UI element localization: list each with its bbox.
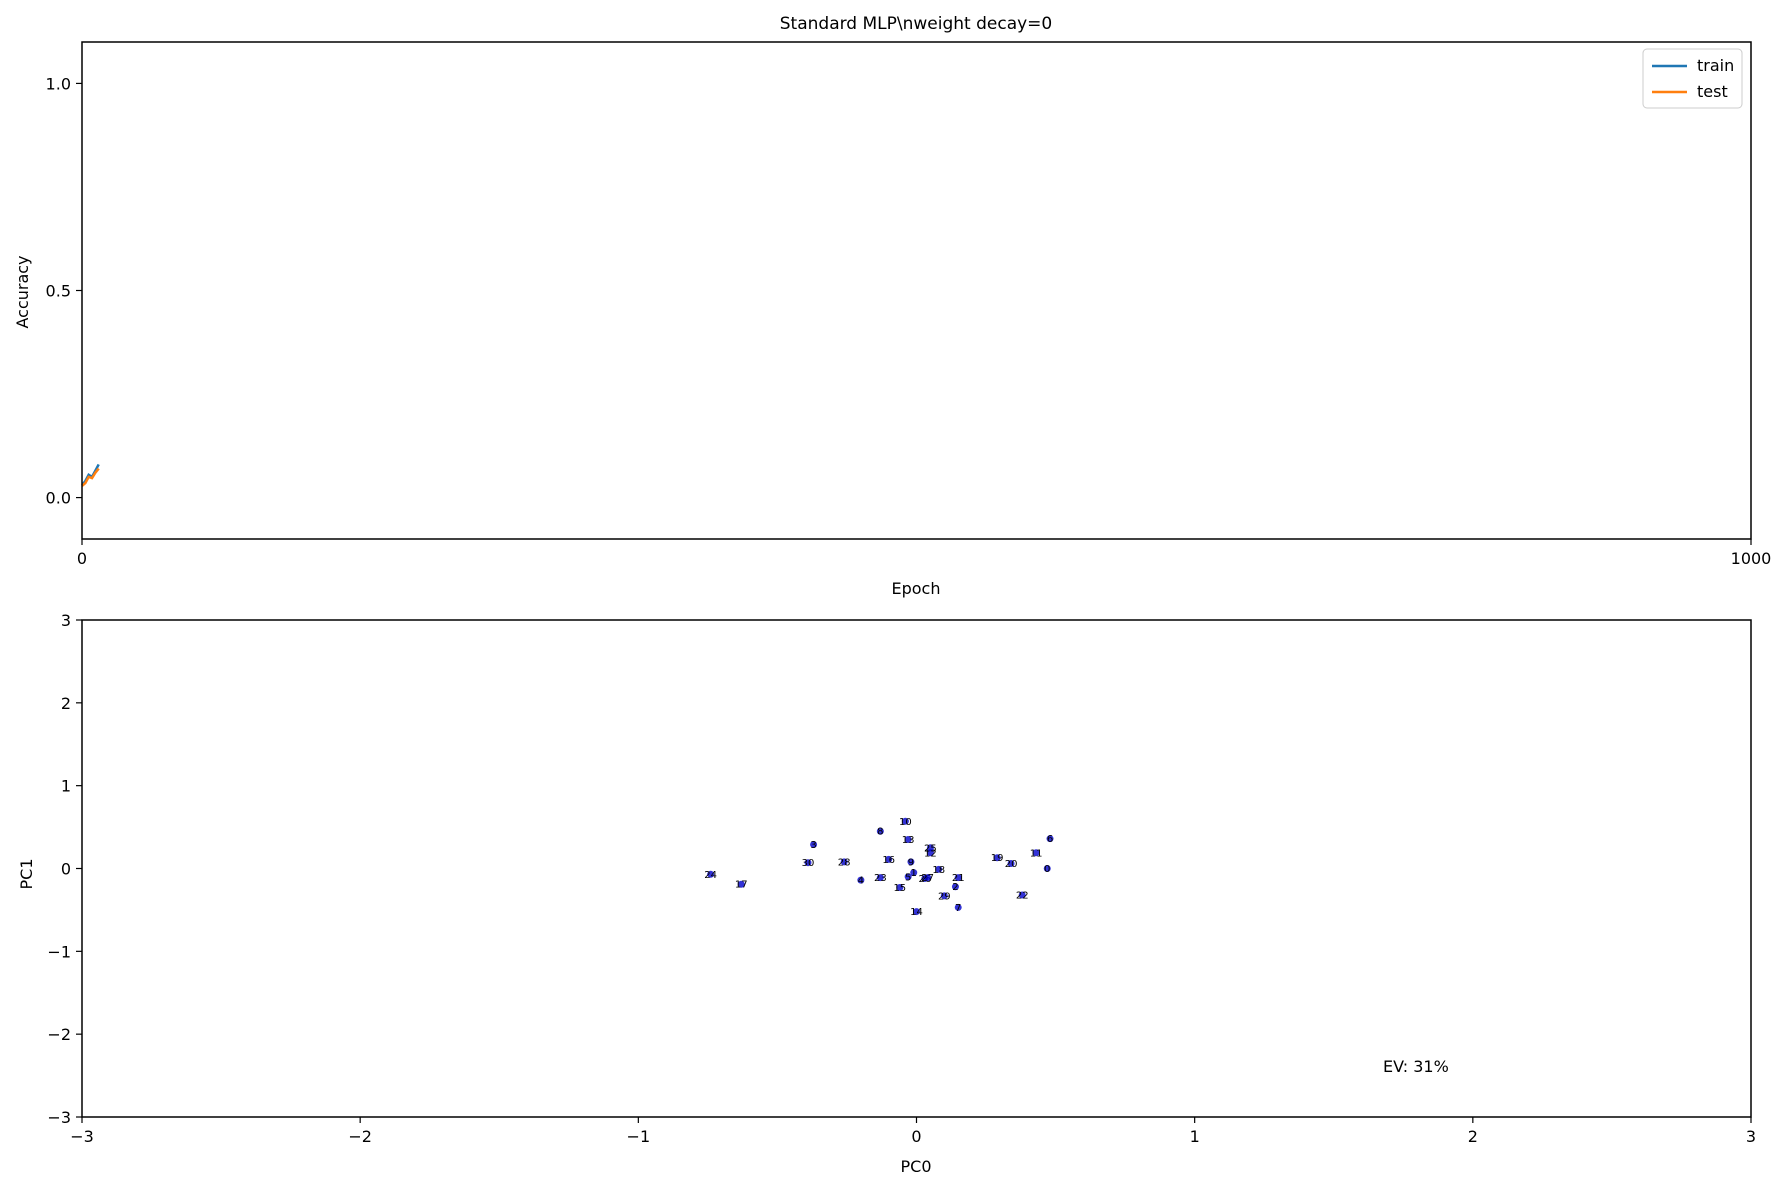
pca-point-label: 6 (1047, 834, 1053, 845)
pca-point-label: 7 (955, 903, 961, 914)
pca-point-9 (907, 858, 915, 866)
pca-point-10 (901, 817, 909, 825)
pca-point-label: 14 (910, 907, 923, 918)
y-tick-label: 3 (61, 611, 71, 630)
pca-point-label: 13 (902, 835, 915, 846)
pca-point-label: 19 (991, 853, 1004, 864)
pca-point-label: 23 (874, 873, 887, 884)
pca-point-27 (924, 874, 932, 882)
pca-point-label: 20 (1005, 859, 1018, 870)
pca-point-24 (707, 870, 715, 878)
explained-variance-annotation: EV: 31% (1383, 1057, 1449, 1076)
series-line-test (81, 467, 100, 487)
pca-point-2 (951, 883, 959, 891)
pca-point-30 (804, 859, 812, 867)
pca-point-label: 0 (1044, 864, 1050, 875)
x-tick-label: 0 (911, 1127, 921, 1146)
pca-point-label: 17 (735, 880, 748, 891)
x-tick-label: 2 (1468, 1127, 1478, 1146)
pca-point-label: 21 (952, 873, 965, 884)
pca-point-label: 3 (810, 840, 816, 851)
pca-point-12 (926, 849, 934, 857)
x-tick-label: 0 (77, 549, 87, 568)
y-tick-label: 0.0 (46, 489, 71, 508)
pca-point-7 (954, 903, 962, 911)
pca-point-label: 11 (1030, 848, 1043, 859)
x-tick-label: 1000 (1731, 549, 1772, 568)
x-tick-label: 3 (1746, 1127, 1756, 1146)
x-tick-label: −3 (70, 1127, 94, 1146)
pca-point-23 (876, 874, 884, 882)
accuracy-chart: Standard MLP\nweight decay=0 0 1000 0.00.… (13, 14, 1771, 598)
pca-point-label: 10 (899, 817, 912, 828)
pc1-axis-label: PC1 (17, 859, 36, 890)
pca-point-28 (840, 858, 848, 866)
accuracy-axis-ticks: 0.0 0.5 1.0 (46, 74, 82, 508)
pca-point-8 (876, 827, 884, 835)
accuracy-series-layer (81, 463, 100, 487)
pca-point-0 (1043, 865, 1051, 872)
legend-train-label: train (1697, 56, 1734, 75)
pca-point-4 (857, 876, 865, 884)
y-tick-label: −2 (47, 1025, 71, 1044)
legend: train test (1642, 48, 1743, 109)
pca-point-label: 8 (877, 827, 883, 838)
accuracy-plot-frame (81, 41, 1752, 540)
pca-point-13 (904, 836, 912, 844)
pca-point-label: 15 (893, 883, 906, 894)
y-tick-label: 2 (61, 694, 71, 713)
pca-point-15 (896, 884, 904, 892)
pca-point-label: 24 (704, 870, 717, 881)
epoch-axis-label: Epoch (892, 579, 941, 598)
y-tick-label: 0 (61, 860, 71, 879)
pca-point-label: 4 (858, 876, 864, 887)
y-tick-label: 1 (61, 777, 71, 796)
pca-point-16 (885, 855, 893, 863)
pca-point-label: 2 (952, 882, 958, 893)
pc1-axis-ticks: −3 −2 −1 0 1 2 3 (47, 611, 82, 1127)
accuracy-axis-label: Accuracy (13, 255, 32, 328)
pca-point-14 (913, 908, 920, 916)
pca-point-label: 16 (882, 855, 895, 866)
pca-point-11 (1032, 849, 1040, 857)
pca-point-20 (1007, 860, 1015, 868)
x-tick-label: 1 (1190, 1127, 1200, 1146)
pca-point-label: 22 (1016, 891, 1029, 902)
pca-point-22 (1018, 891, 1026, 899)
pca-point-19 (993, 854, 1001, 862)
x-tick-label: −1 (627, 1127, 651, 1146)
pca-point-25 (926, 844, 934, 852)
chart-title: Standard MLP\nweight decay=0 (780, 14, 1053, 34)
pca-point-5 (904, 873, 912, 881)
pca-point-label: 18 (932, 865, 945, 876)
pca-point-18 (935, 865, 943, 873)
epoch-axis-ticks: 0 1000 (77, 539, 1771, 568)
pc0-axis-label: PC0 (901, 1157, 932, 1176)
pca-point-17 (737, 880, 745, 888)
legend-test-label: test (1697, 82, 1728, 101)
y-tick-label: 1.0 (46, 74, 71, 93)
pca-point-label: 25 (924, 843, 937, 854)
y-tick-label: −1 (47, 942, 71, 961)
pca-point-3 (810, 840, 818, 848)
pca-point-label: 27 (921, 873, 934, 884)
y-tick-label: −3 (47, 1108, 71, 1127)
pca-point-6 (1046, 835, 1054, 843)
pca-point-1 (910, 869, 918, 877)
pca-point-label: 9 (908, 857, 914, 868)
pca-point-label: 29 (938, 891, 951, 902)
pca-point-label: 12 (924, 848, 937, 859)
pca-point-label: 5 (905, 872, 911, 883)
x-tick-label: −2 (348, 1127, 372, 1146)
pca-point-label: 1 (911, 868, 917, 879)
pc0-axis-ticks: −3 −2 −1 0 1 2 3 (70, 1117, 1756, 1146)
pca-point-label: 28 (838, 857, 851, 868)
y-tick-label: 0.5 (46, 282, 71, 301)
pca-point-label: 30 (802, 858, 815, 869)
pca-point-29 (940, 892, 948, 900)
pca-point-21 (954, 874, 962, 882)
